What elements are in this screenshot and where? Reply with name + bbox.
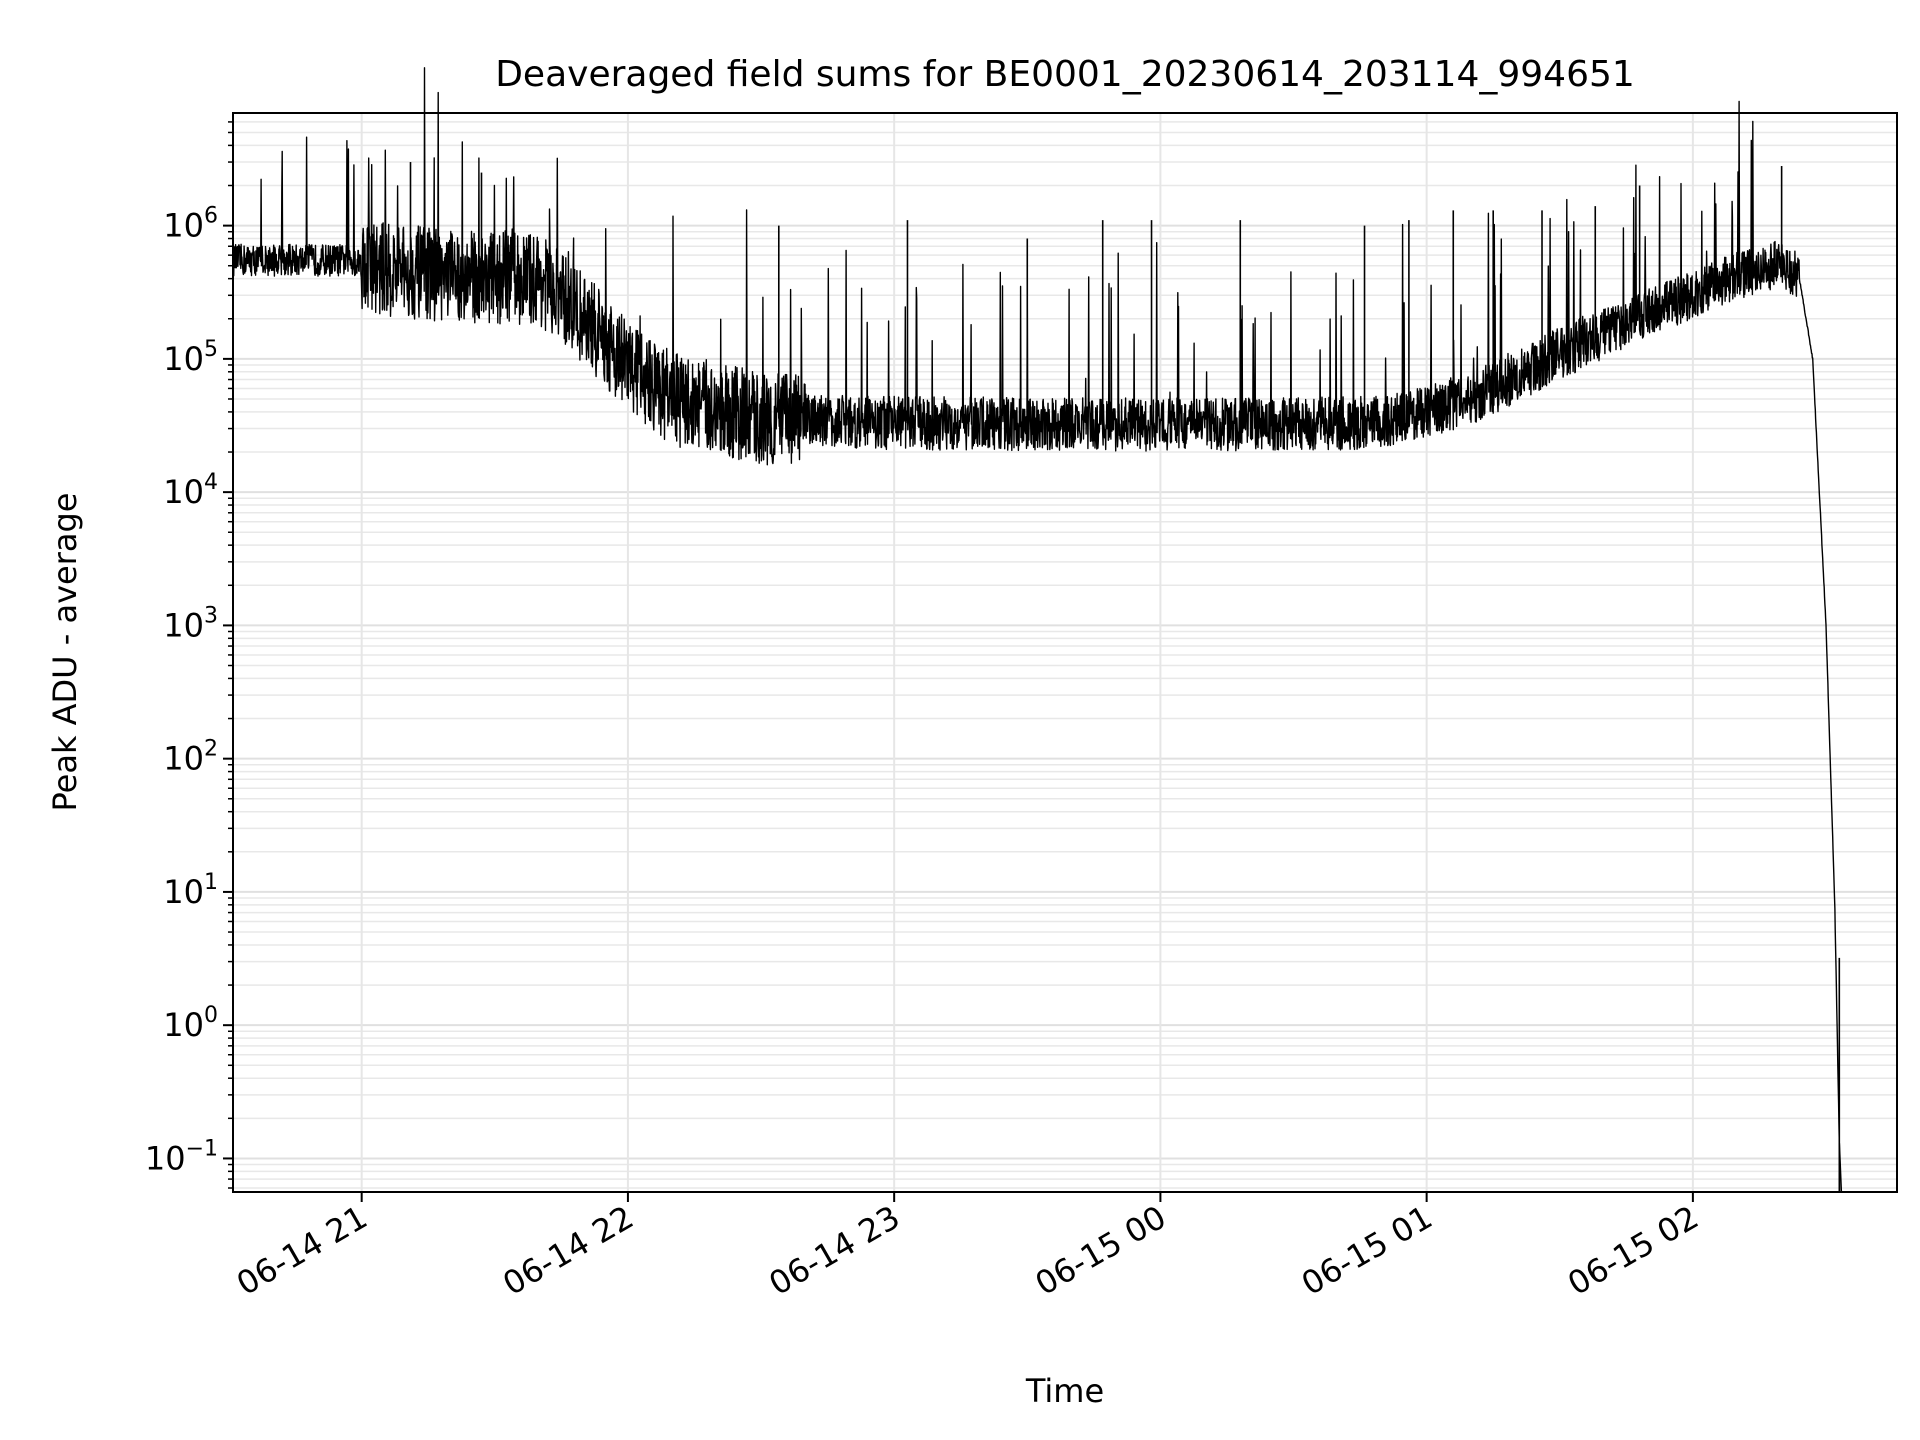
- series-group: [232, 67, 1843, 1193]
- x-tick-label: 06-15 01: [1295, 1198, 1439, 1303]
- y-tick-label: 101: [163, 870, 218, 911]
- grid: [233, 113, 1897, 1192]
- y-tick-label: 105: [163, 337, 218, 378]
- y-tick-label: 102: [163, 737, 218, 778]
- chart-title: Deaveraged field sums for BE0001_2023061…: [495, 54, 1635, 95]
- y-tick-label: 104: [163, 470, 218, 511]
- y-axis: 10−1 100 101 102 103 104 105 106: [145, 121, 233, 1189]
- y-tick-label: 103: [163, 603, 218, 644]
- x-axis: 06-14 21 06-14 22 06-14 23 06-15 00 06-15 01…: [230, 1192, 1705, 1303]
- series-line: [232, 67, 1840, 1143]
- y-tick-label: 10−1: [145, 1136, 218, 1177]
- x-tick-label: 06-14 21: [230, 1198, 374, 1303]
- x-axis-label: Time: [1025, 1372, 1104, 1410]
- x-tick-label: 06-15 00: [1029, 1198, 1173, 1303]
- x-tick-label: 06-14 22: [496, 1198, 640, 1303]
- y-axis-label: Peak ADU - average: [46, 493, 84, 812]
- x-tick-label: 06-14 23: [763, 1198, 907, 1303]
- x-tick-label: 06-15 02: [1561, 1198, 1705, 1303]
- plot-frame: [232, 112, 1898, 1193]
- y-tick-label: 100: [163, 1003, 218, 1044]
- y-tick-label: 106: [163, 204, 218, 245]
